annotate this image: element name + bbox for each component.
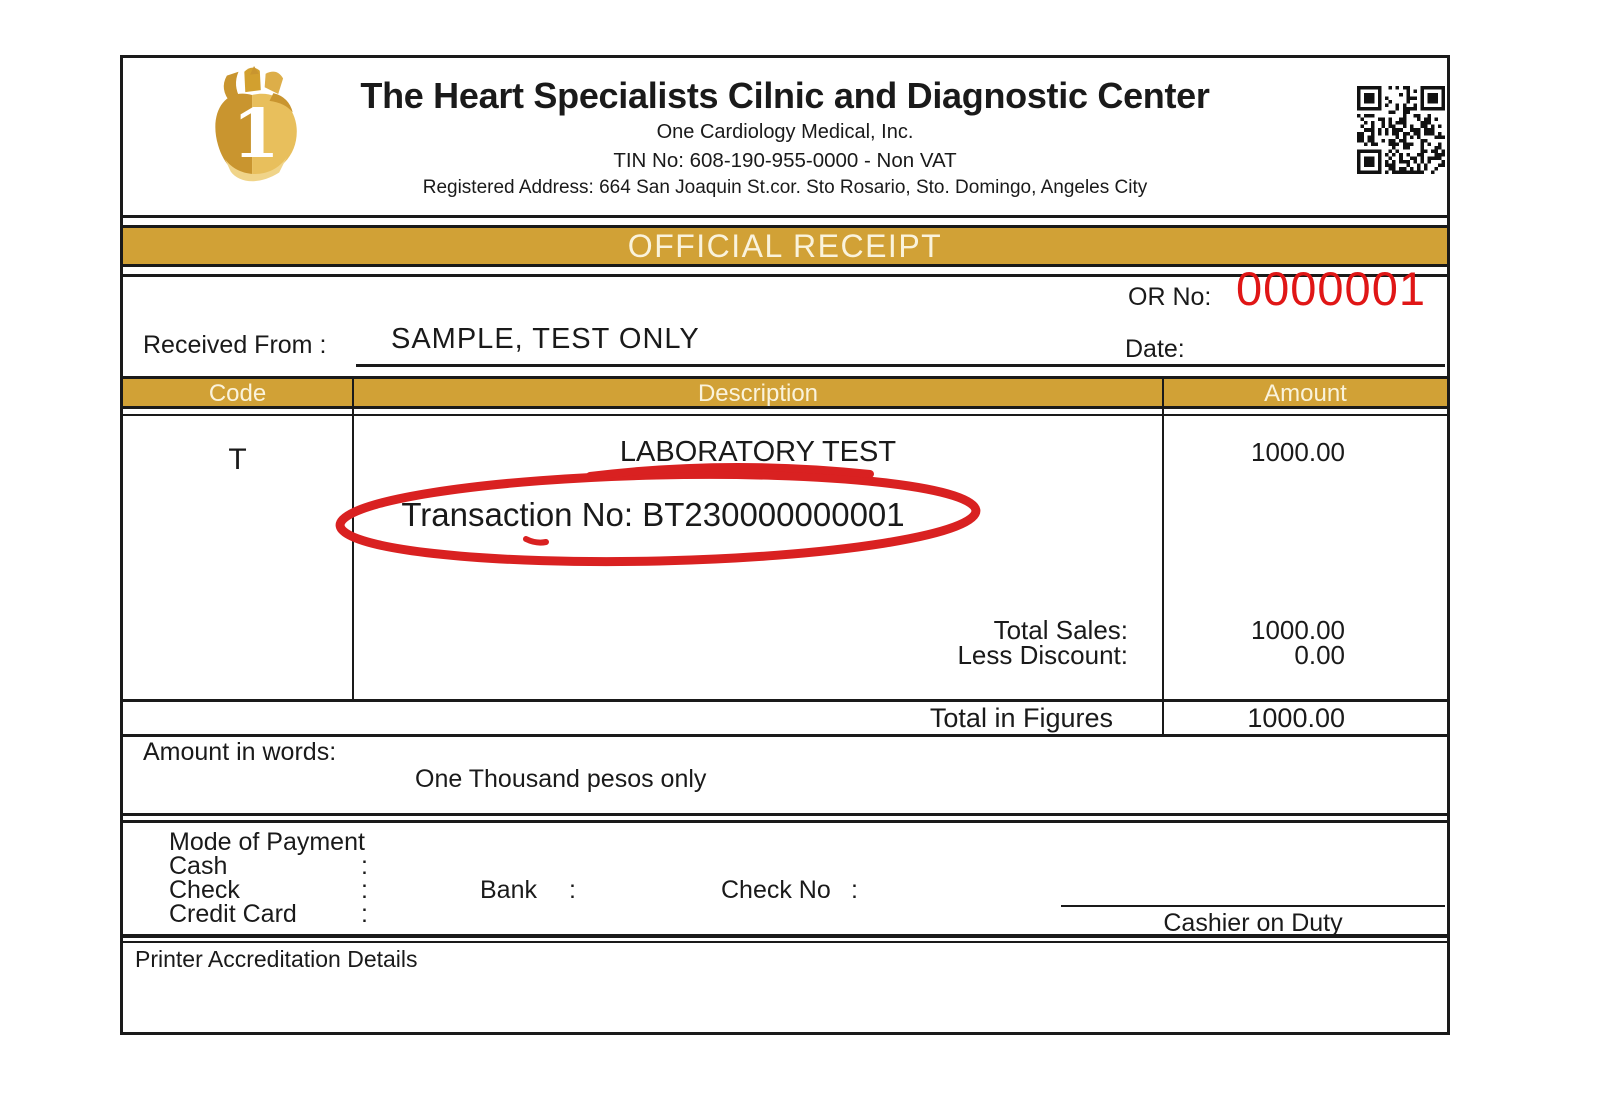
red-circle-annotation	[328, 461, 998, 573]
received-from-underline	[356, 364, 1236, 367]
banner-title: OFFICIAL RECEIPT	[627, 227, 943, 264]
company-name: One Cardiology Medical, Inc.	[656, 121, 914, 143]
total-sales-value: 1000.00	[1251, 615, 1345, 645]
header-separator-line	[123, 215, 1447, 218]
payment-separator-line-2	[123, 941, 1447, 943]
cash-colon: :	[361, 852, 368, 880]
official-receipt-banner: OFFICIAL RECEIPT	[123, 225, 1447, 267]
printer-accreditation-label: Printer Accreditation Details	[135, 946, 418, 972]
clinic-name: The Heart Specialists Cilnic and Diagnos…	[360, 75, 1210, 116]
table-body-top-line	[123, 414, 1447, 416]
table-body-bottom-line	[123, 699, 1447, 702]
words-separator-line-2	[123, 820, 1447, 823]
less-discount-label: Less Discount:	[957, 640, 1128, 670]
column-header-amount: Amount	[1264, 380, 1347, 407]
total-in-figures-value: 1000.00	[1247, 703, 1345, 733]
amount-in-words-label: Amount in words:	[143, 738, 337, 766]
total-sales-label: Total Sales:	[993, 615, 1128, 645]
credit-card-colon: :	[361, 900, 368, 928]
amount-in-words-value: One Thousand pesos only	[415, 765, 707, 793]
transaction-no: Transaction No: BT230000000001	[401, 496, 905, 533]
cashier-signature-line	[1061, 905, 1445, 907]
total-row-bottom-line	[123, 734, 1447, 737]
mode-of-payment-label: Mode of Payment	[169, 828, 365, 856]
or-no-value: 0000001	[1236, 262, 1426, 315]
total-in-figures-label: Total in Figures	[929, 703, 1113, 733]
credit-card-label: Credit Card	[169, 900, 297, 928]
received-from-label: Received From :	[143, 331, 327, 359]
check-label: Check	[169, 876, 240, 904]
main-top-line	[123, 274, 1447, 277]
qr-code-icon	[1355, 86, 1447, 174]
or-no-label: OR No:	[1128, 283, 1212, 311]
svg-text:1: 1	[232, 93, 279, 173]
table-row-amount: 1000.00	[1251, 437, 1345, 467]
check-no-colon: :	[851, 876, 858, 904]
payment-separator-line-1	[123, 934, 1447, 938]
column-header-description: Description	[697, 380, 819, 407]
bank-label: Bank	[480, 876, 537, 904]
date-underline	[1183, 364, 1445, 367]
date-label: Date:	[1125, 335, 1185, 363]
heart-logo-icon: 1	[195, 64, 313, 190]
column-header-code: Code	[208, 380, 267, 407]
cash-label: Cash	[169, 852, 228, 880]
bank-colon: :	[569, 876, 576, 904]
check-no-label: Check No	[721, 876, 831, 904]
table-row-description: LABORATORY TEST	[619, 436, 897, 468]
address-line: Registered Address: 664 San Joaquin St.c…	[422, 177, 1148, 198]
table-row-code: T	[228, 443, 247, 476]
table-header-band	[123, 376, 1447, 409]
cashier-on-duty-label: Cashier on Duty	[1163, 909, 1343, 937]
less-discount-value: 0.00	[1294, 640, 1345, 670]
tin-line: TIN No: 608-190-955-0000 - Non VAT	[613, 149, 957, 172]
words-separator-line-1	[123, 813, 1447, 816]
check-colon: :	[361, 876, 368, 904]
received-from-value: SAMPLE, TEST ONLY	[391, 323, 700, 355]
official-receipt: 1 The Heart Specialists Cilnic and Diagn…	[120, 55, 1450, 1035]
column-divider-amount	[1162, 376, 1164, 737]
